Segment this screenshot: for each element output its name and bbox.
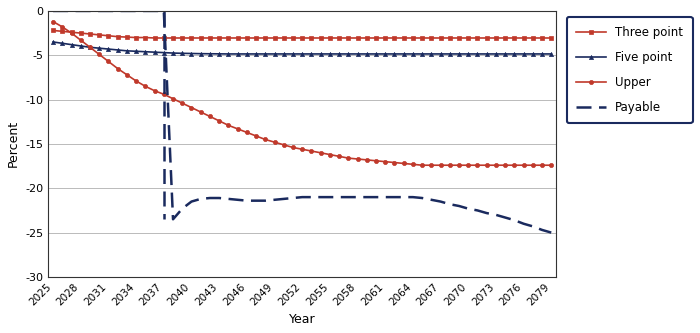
Line: Three point: Three point: [51, 28, 554, 40]
Five point: [538, 52, 546, 56]
Payable: [491, 213, 500, 217]
Upper: [233, 127, 242, 131]
Five point: [547, 52, 556, 56]
Five point: [104, 47, 113, 51]
Three point: [104, 34, 113, 38]
Payable: [141, 9, 150, 13]
Three point: [547, 36, 556, 40]
Three point: [150, 36, 159, 40]
Five point: [224, 52, 232, 56]
Five point: [501, 52, 510, 56]
Three point: [178, 36, 186, 40]
Line: Upper: Upper: [51, 20, 554, 167]
Three point: [538, 36, 546, 40]
Payable: [233, 198, 242, 202]
Y-axis label: Percent: Percent: [7, 120, 20, 167]
Payable: [547, 230, 556, 234]
Upper: [141, 84, 150, 88]
Line: Five point: Five point: [51, 40, 554, 56]
Three point: [243, 36, 251, 40]
Line: Payable: Payable: [53, 11, 552, 232]
Upper: [501, 163, 510, 167]
Upper: [547, 163, 556, 167]
Five point: [169, 51, 177, 55]
Five point: [141, 50, 150, 54]
Legend: Three point, Five point, Upper, Payable: Three point, Five point, Upper, Payable: [567, 17, 693, 123]
Payable: [169, 217, 177, 221]
Five point: [49, 40, 57, 44]
Upper: [538, 163, 546, 167]
Payable: [104, 9, 113, 13]
Three point: [49, 28, 57, 32]
X-axis label: Year: Year: [289, 313, 316, 326]
Payable: [538, 228, 546, 232]
Three point: [141, 36, 150, 40]
Payable: [49, 9, 57, 13]
Five point: [243, 52, 251, 56]
Upper: [169, 97, 177, 101]
Three point: [501, 36, 510, 40]
Upper: [104, 60, 113, 64]
Upper: [49, 20, 57, 24]
Upper: [418, 163, 426, 167]
